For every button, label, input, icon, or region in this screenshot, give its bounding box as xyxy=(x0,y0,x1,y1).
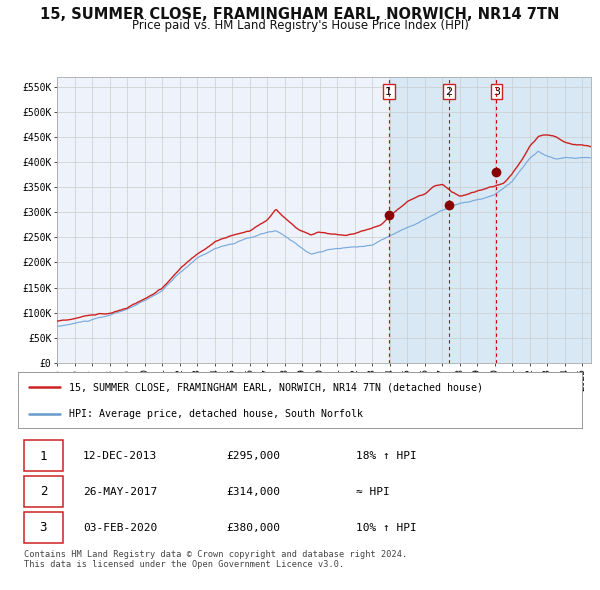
Text: Price paid vs. HM Land Registry's House Price Index (HPI): Price paid vs. HM Land Registry's House … xyxy=(131,19,469,32)
FancyBboxPatch shape xyxy=(23,440,63,471)
Text: 3: 3 xyxy=(493,87,500,97)
Text: ≈ HPI: ≈ HPI xyxy=(356,487,390,497)
Text: 10% ↑ HPI: 10% ↑ HPI xyxy=(356,523,417,533)
Text: 18% ↑ HPI: 18% ↑ HPI xyxy=(356,451,417,461)
Text: 15, SUMMER CLOSE, FRAMINGHAM EARL, NORWICH, NR14 7TN: 15, SUMMER CLOSE, FRAMINGHAM EARL, NORWI… xyxy=(40,7,560,22)
Text: 2: 2 xyxy=(446,87,453,97)
FancyBboxPatch shape xyxy=(23,476,63,507)
Text: £380,000: £380,000 xyxy=(227,523,281,533)
Text: 26-MAY-2017: 26-MAY-2017 xyxy=(83,487,157,497)
Text: 1: 1 xyxy=(40,450,47,463)
Text: £314,000: £314,000 xyxy=(227,487,281,497)
FancyBboxPatch shape xyxy=(23,512,63,543)
Text: 3: 3 xyxy=(40,522,47,535)
Text: 2: 2 xyxy=(40,486,47,499)
Text: HPI: Average price, detached house, South Norfolk: HPI: Average price, detached house, Sout… xyxy=(69,409,363,419)
Text: 1: 1 xyxy=(385,87,392,97)
Text: £295,000: £295,000 xyxy=(227,451,281,461)
Text: Contains HM Land Registry data © Crown copyright and database right 2024.
This d: Contains HM Land Registry data © Crown c… xyxy=(24,550,407,569)
Bar xyxy=(389,77,591,363)
Text: 15, SUMMER CLOSE, FRAMINGHAM EARL, NORWICH, NR14 7TN (detached house): 15, SUMMER CLOSE, FRAMINGHAM EARL, NORWI… xyxy=(69,382,483,392)
Text: 03-FEB-2020: 03-FEB-2020 xyxy=(83,523,157,533)
Text: 12-DEC-2013: 12-DEC-2013 xyxy=(83,451,157,461)
